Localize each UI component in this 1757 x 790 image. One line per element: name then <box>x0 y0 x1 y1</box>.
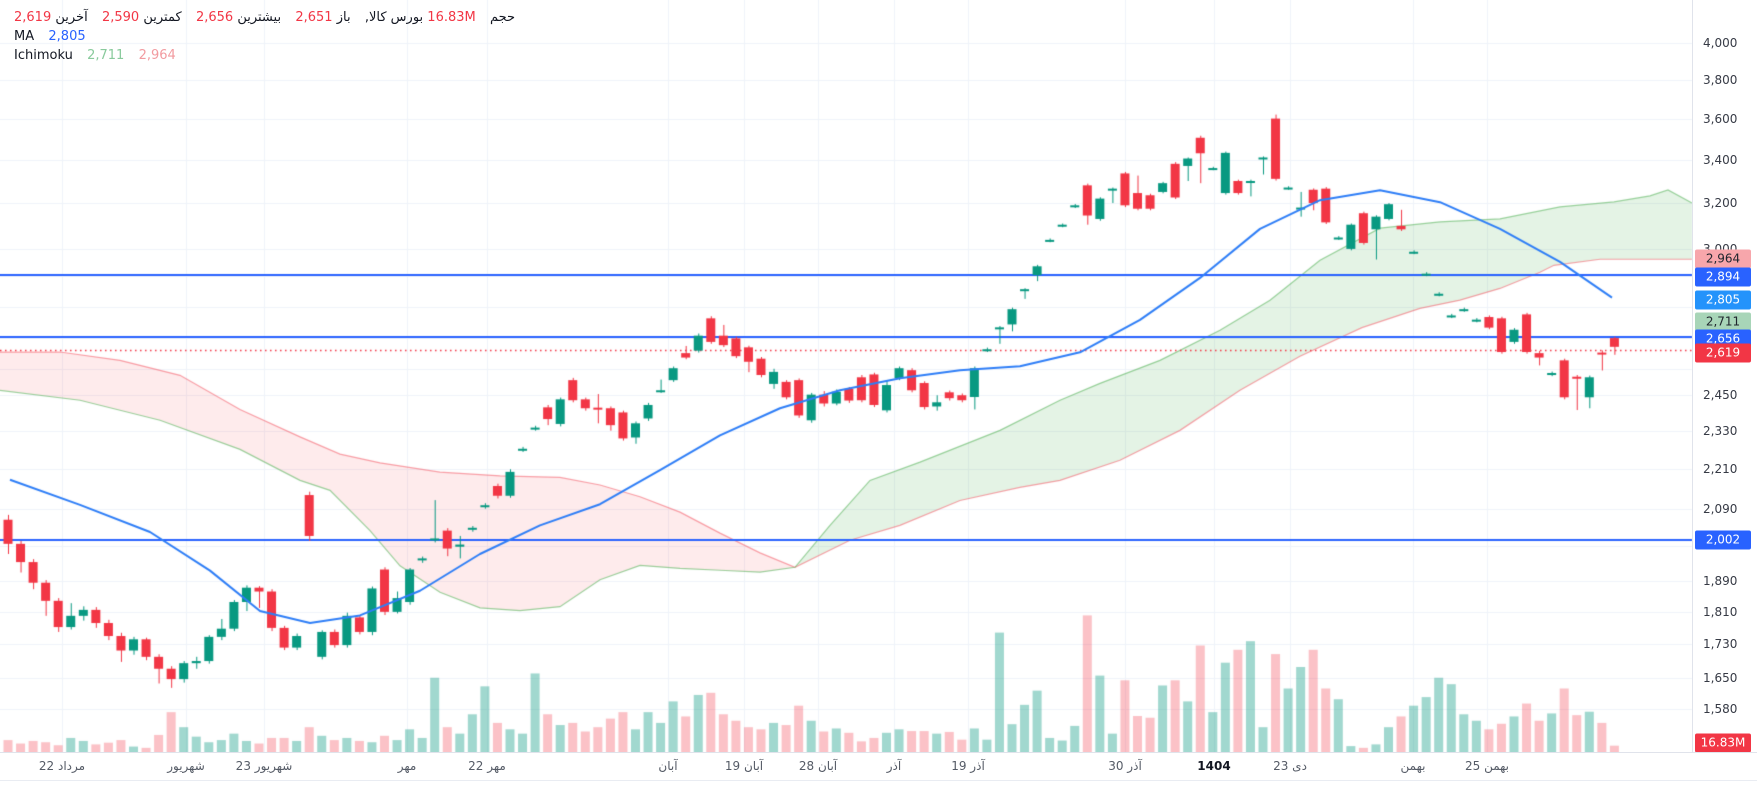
time-tick: مهر <box>397 759 417 773</box>
price-tick: 3,200 <box>1703 196 1738 211</box>
time-tick: 25 بهمن <box>1464 759 1510 773</box>
chart-legend: بورس کالا, باز 2,651 بیشترین 2,656 کمتری… <box>14 8 515 65</box>
last-label: آخرین <box>55 10 88 25</box>
price-axis[interactable]: 4,0003,8003,6003,4003,2003,0002,4502,330… <box>1692 0 1757 753</box>
last-value: 2,619 <box>14 10 52 25</box>
legend-volume-row: حجم 16.83M <box>427 8 515 27</box>
legend-ohlc-row: بورس کالا, باز 2,651 بیشترین 2,656 کمتری… <box>14 8 423 27</box>
time-tick: آذر <box>886 759 902 773</box>
hline-2002-badge: 2,002 <box>1695 530 1751 550</box>
hline-2894-badge: 2,894 <box>1695 267 1751 287</box>
open-label: باز <box>336 10 351 25</box>
price-tick: 2,210 <box>1703 461 1738 476</box>
price-tick: 3,800 <box>1703 72 1738 87</box>
time-tick: 19 آذر <box>951 759 985 773</box>
last-price-badge: 2,619 <box>1695 343 1751 363</box>
time-axis[interactable]: 22 مرداد شهریور 23 شهریور مهر 22 مهر آبان 19 آ… <box>0 752 1757 781</box>
legend-ichimoku-row: Ichimoku 2,711 2,964 <box>14 46 515 65</box>
time-tick: 28 آبان <box>798 759 838 773</box>
legend-ma-row: MA 2,805 <box>14 27 515 46</box>
ma-value: 2,805 <box>48 29 86 44</box>
price-tick: 3,400 <box>1703 152 1738 167</box>
volume-value: 16.83M <box>427 10 476 25</box>
high-label: بیشترین <box>237 10 282 25</box>
price-tick: 3,600 <box>1703 111 1738 126</box>
price-tick: 1,890 <box>1703 573 1738 588</box>
low-value: 2,590 <box>101 10 140 25</box>
time-tick: شهریور <box>167 759 205 773</box>
price-tick: 4,000 <box>1703 36 1738 50</box>
low-label: کمترین <box>143 10 182 25</box>
price-tick: 1,580 <box>1703 702 1738 717</box>
ichimoku-senkou-b-badge: 2,964 <box>1695 249 1751 269</box>
time-tick: 23 شهریور <box>235 759 293 773</box>
time-tick: 22 مرداد <box>38 759 86 773</box>
time-tick: 1404 <box>1197 759 1231 773</box>
high-value: 2,656 <box>195 10 234 25</box>
ma-label: MA <box>14 29 35 44</box>
time-tick: 30 آذر <box>1108 759 1142 773</box>
price-tick: 1,730 <box>1703 637 1738 652</box>
price-tick: 1,810 <box>1703 604 1738 619</box>
price-tick: 2,330 <box>1703 423 1738 438</box>
time-tick: آبان <box>658 759 678 773</box>
time-tick: بهمن <box>1400 759 1426 773</box>
symbol-title: بورس کالا, <box>364 10 424 25</box>
price-tick: 2,090 <box>1703 501 1738 516</box>
ichimoku-senkou-a-badge: 2,711 <box>1695 312 1751 332</box>
time-tick: 23 دی <box>1273 759 1307 773</box>
volume-badge: 16.83M <box>1695 733 1751 753</box>
ichimoku-value-a: 2,711 <box>87 48 125 63</box>
time-tick: 19 آبان <box>724 759 764 773</box>
ma-badge: 2,805 <box>1695 290 1751 310</box>
ichimoku-value-b: 2,964 <box>138 48 176 63</box>
price-tick: 2,450 <box>1703 387 1738 402</box>
open-value: 2,651 <box>295 10 333 25</box>
time-tick: 22 مهر <box>468 759 506 773</box>
ichimoku-label: Ichimoku <box>14 48 73 63</box>
price-tick: 1,650 <box>1703 671 1738 686</box>
volume-label: حجم <box>490 10 516 25</box>
